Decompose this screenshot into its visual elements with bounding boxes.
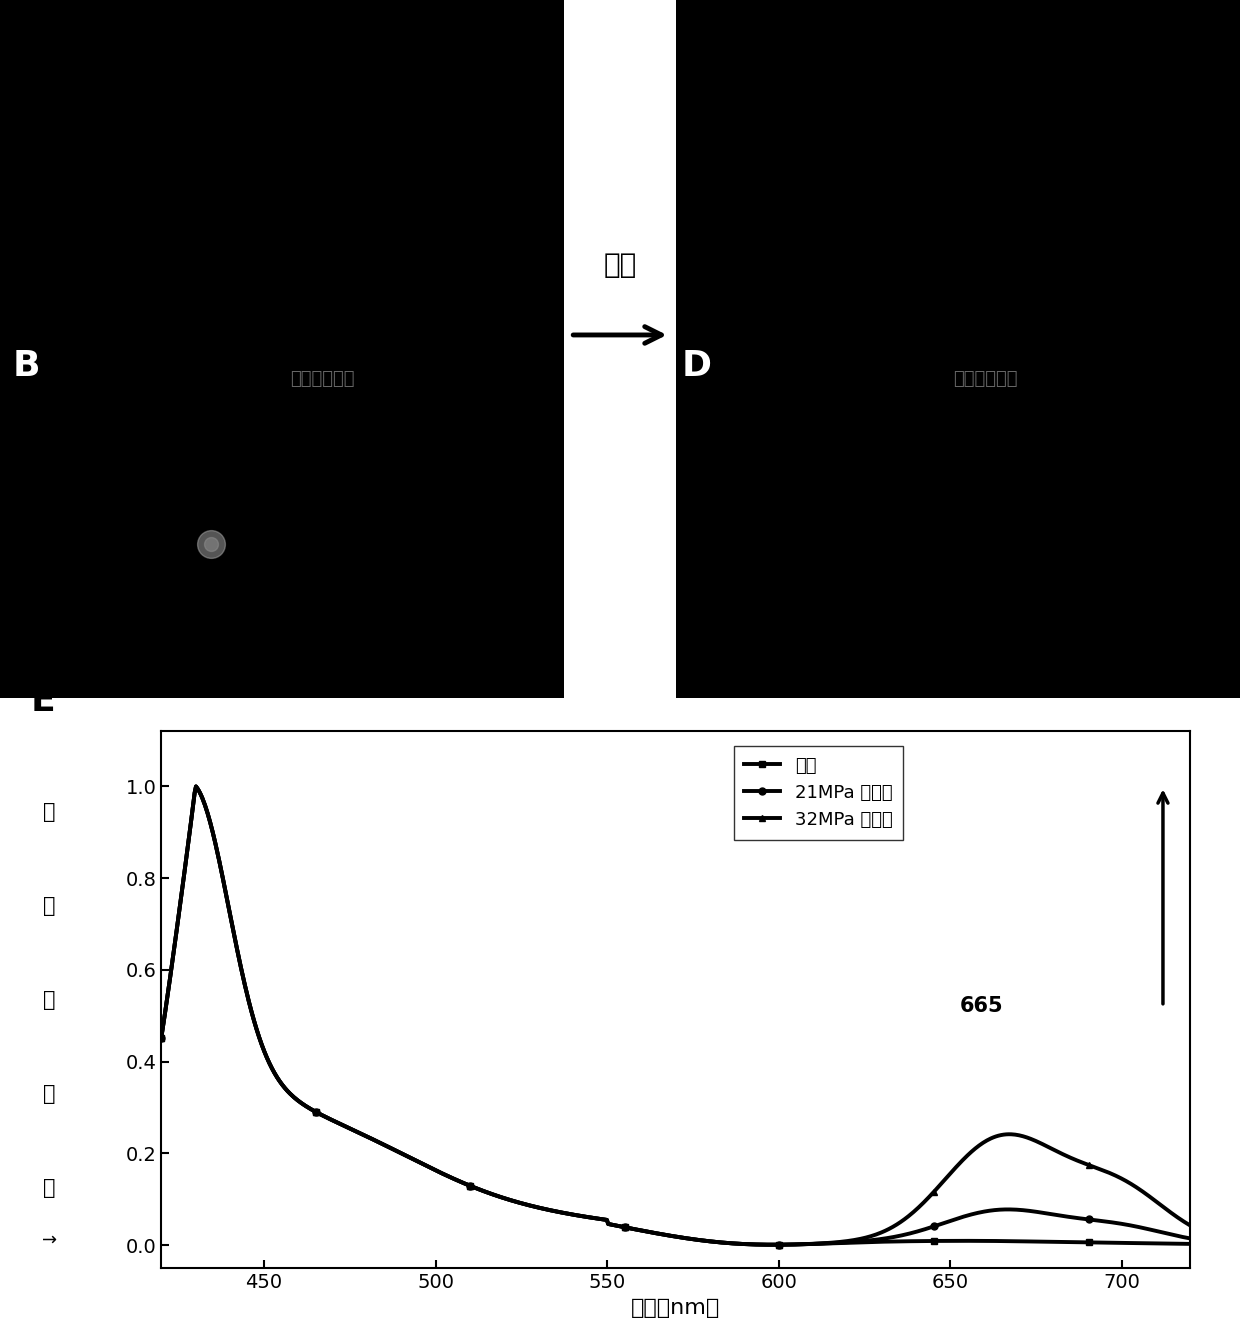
初始 — [1183, 1236, 1198, 1252]
初始 — [812, 1236, 827, 1252]
21MPa 下研磨 — [1183, 1231, 1198, 1247]
21MPa 下研磨 — [781, 1236, 796, 1252]
21MPa 下研磨 — [188, 778, 203, 794]
Text: 强: 强 — [43, 1084, 56, 1103]
32MPa 下研磨 — [218, 884, 233, 900]
Bar — [676, 336, 1240, 698]
21MPa 下研磨 — [937, 1215, 952, 1231]
32MPa 下研磨 — [753, 1236, 768, 1252]
Line: 32MPa 下研磨: 32MPa 下研磨 — [157, 782, 1194, 1248]
21MPa 下研磨 — [218, 884, 233, 900]
32MPa 下研磨 — [1043, 1139, 1058, 1155]
32MPa 下研磨 — [154, 1031, 169, 1047]
32MPa 下研磨 — [937, 1172, 952, 1188]
32MPa 下研磨 — [1183, 1217, 1198, 1233]
Text: E: E — [31, 684, 56, 718]
Text: 665: 665 — [960, 996, 1003, 1016]
初始 — [766, 1237, 781, 1253]
初始 — [154, 1031, 169, 1047]
21MPa 下研磨 — [1043, 1206, 1058, 1223]
初始 — [753, 1236, 768, 1252]
初始 — [781, 1236, 796, 1252]
初始 — [937, 1233, 952, 1249]
初始 — [1043, 1233, 1058, 1249]
32MPa 下研磨 — [781, 1236, 796, 1252]
Text: 紫外灯照明下: 紫外灯照明下 — [290, 370, 355, 388]
Bar — [676, 0, 1240, 336]
Line: 21MPa 下研磨: 21MPa 下研磨 — [157, 782, 1194, 1248]
21MPa 下研磨 — [812, 1236, 827, 1252]
Text: 一: 一 — [43, 896, 56, 915]
初始 — [188, 778, 203, 794]
32MPa 下研磨 — [188, 778, 203, 794]
32MPa 下研磨 — [812, 1236, 827, 1252]
32MPa 下研磨 — [765, 1237, 780, 1253]
21MPa 下研磨 — [766, 1237, 781, 1253]
Text: D: D — [682, 349, 712, 382]
Text: B: B — [12, 349, 40, 382]
Legend: 初始, 21MPa 下研磨, 32MPa 下研磨: 初始, 21MPa 下研磨, 32MPa 下研磨 — [734, 746, 904, 840]
21MPa 下研磨 — [154, 1031, 169, 1047]
21MPa 下研磨 — [753, 1236, 768, 1252]
X-axis label: 波长（nm）: 波长（nm） — [631, 1298, 720, 1318]
Line: 初始: 初始 — [157, 782, 1194, 1248]
Text: 化: 化 — [43, 990, 56, 1009]
Text: 研磨: 研磨 — [604, 251, 636, 279]
Text: ↑: ↑ — [35, 1233, 52, 1249]
Bar — [0, 0, 564, 336]
初始 — [218, 884, 233, 900]
Text: 归: 归 — [43, 803, 56, 821]
Text: 紫外灯照明下: 紫外灯照明下 — [954, 370, 1018, 388]
Text: 度: 度 — [43, 1178, 56, 1197]
Bar — [0, 336, 564, 698]
